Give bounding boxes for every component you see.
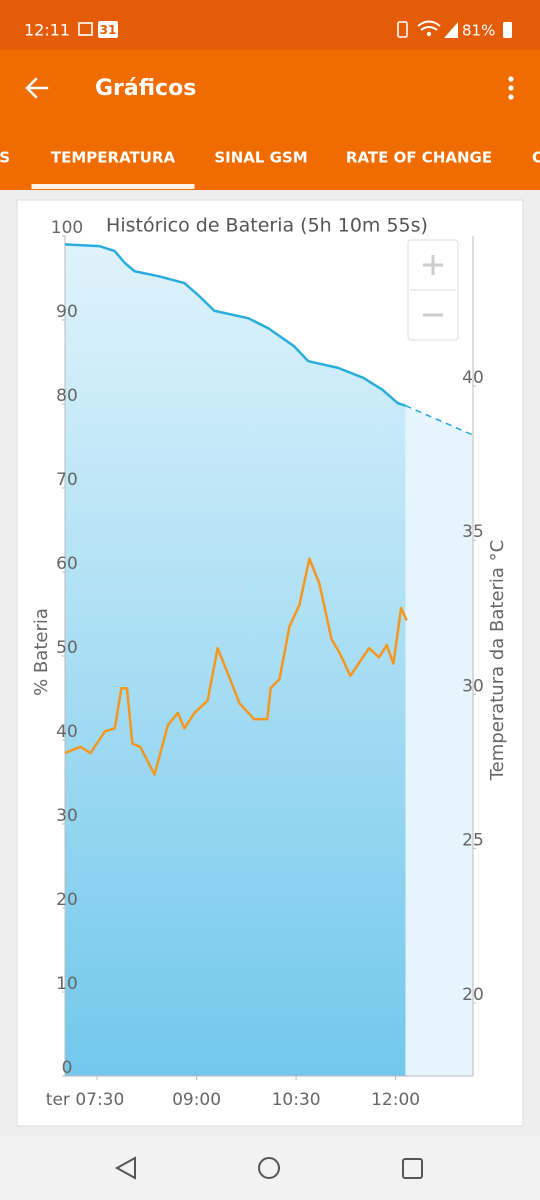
nav-home[interactable] <box>258 1157 280 1179</box>
area <box>65 244 406 1076</box>
y-tick-label: 10 <box>56 974 78 994</box>
tab[interactable]: TEMPERATURA <box>51 149 176 167</box>
wifi-dot <box>426 31 432 37</box>
nav-recents[interactable] <box>402 1158 423 1179</box>
area <box>405 405 473 1076</box>
y2-tick-label: 20 <box>462 985 484 1005</box>
calendar-date: 31 <box>100 23 117 37</box>
y2-tick-label: 30 <box>462 676 484 696</box>
back-button[interactable] <box>25 77 49 99</box>
overflow-menu[interactable] <box>508 76 514 100</box>
app-title: Gráficos <box>95 76 196 101</box>
nav-bar <box>0 1136 540 1200</box>
vibrate-icon <box>397 21 408 38</box>
tab[interactable]: C <box>532 149 540 167</box>
y2-tick-label: 35 <box>462 522 484 542</box>
series-line <box>64 557 408 776</box>
battery-percent: 81% <box>462 22 495 40</box>
y-tick-label: 100 <box>51 218 83 238</box>
series-line <box>405 404 474 436</box>
y-tick-label: 30 <box>56 806 78 826</box>
gallery-icon <box>78 22 93 36</box>
x-tick-label: 09:00 <box>172 1090 221 1110</box>
tab[interactable]: S <box>0 149 10 167</box>
y2-tick-label: 25 <box>462 831 484 851</box>
battery-icon <box>503 22 512 38</box>
chart-title: Histórico de Bateria (5h 10m 55s) <box>106 215 428 237</box>
tab[interactable]: RATE OF CHANGE <box>346 149 492 167</box>
tab-indicator <box>31 184 195 189</box>
signal-icon <box>444 22 458 38</box>
x-tick-label: 10:30 <box>272 1090 321 1110</box>
chart: 0 10 20 30 40 50 60 70 80 90 100 20 25 30 35 40 ter 07:3… <box>31 215 508 1111</box>
y-tick-label: 70 <box>56 470 78 490</box>
y-tick-label: 60 <box>56 554 78 574</box>
tab-bar: S TEMPERATURA SINAL GSM RATE OF CHANGE C <box>0 149 540 189</box>
y-axis-label: % Bateria <box>31 608 52 696</box>
y-tick-label: 20 <box>56 890 78 910</box>
calendar-icon <box>98 21 118 38</box>
x-tick-label: 12:00 <box>371 1090 420 1110</box>
y-tick-label: 40 <box>56 722 78 742</box>
y-tick-label: 90 <box>56 302 78 322</box>
app-bar <box>0 50 540 190</box>
series-line <box>64 243 406 407</box>
status-time: 12:11 <box>24 21 70 40</box>
y-tick-label: 0 <box>62 1058 73 1078</box>
zoom-controls <box>407 239 459 341</box>
y-tick-label: 80 <box>56 386 78 406</box>
tab[interactable]: SINAL GSM <box>214 149 307 167</box>
y2-axis-label: Temperatura da Bateria °C <box>487 540 508 782</box>
y-tick-label: 50 <box>56 638 78 658</box>
nav-back[interactable] <box>114 1156 136 1180</box>
x-tick-label: ter 07:30 <box>46 1090 125 1110</box>
zoom-in[interactable] <box>423 255 443 275</box>
wifi-icon <box>417 20 441 31</box>
status-bar <box>0 0 540 50</box>
y2-tick-label: 40 <box>462 368 484 388</box>
